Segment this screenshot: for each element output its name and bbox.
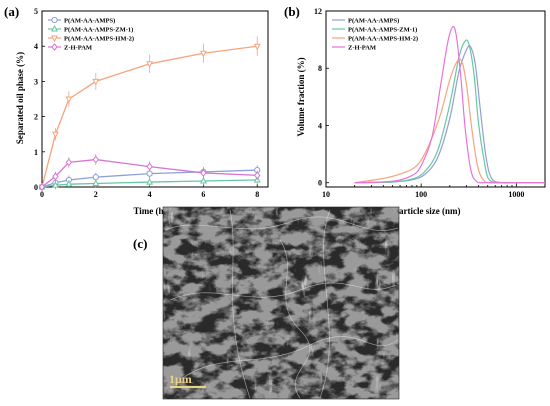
data-point — [65, 158, 73, 167]
legend-entry: Z-H-PAM — [348, 44, 376, 51]
data-point — [65, 96, 73, 104]
chart-b-plot-frame — [325, 10, 546, 188]
y-tick-label: 1 — [34, 148, 38, 157]
chart-a-series — [38, 36, 261, 192]
data-point — [92, 78, 100, 86]
y-tick-label: 4 — [318, 121, 322, 130]
chart-a-plot-frame — [41, 10, 269, 188]
sem-image — [163, 207, 399, 399]
legend-entry: P(AM-AA-AMPS-HM-2) — [348, 35, 418, 42]
data-point — [253, 43, 261, 51]
legend-entry: P(AM-AA-AMPS-ZM-1) — [348, 26, 417, 33]
sem-frame — [162, 206, 400, 400]
data-point — [253, 171, 261, 180]
series-line — [354, 58, 545, 184]
sem-panel-label: (c) — [133, 236, 147, 251]
legend-marker — [51, 16, 58, 24]
chart-b-ylabel: Volume fraction (%) — [296, 57, 306, 136]
sem-panel: (c) 1μm — [133, 206, 400, 400]
x-tick-label: 6 — [201, 190, 205, 199]
y-tick-label: 5 — [34, 7, 38, 16]
data-point — [92, 174, 99, 181]
data-point — [146, 61, 154, 68]
legend-entry: P(AM-AA-AMPS) — [64, 17, 115, 24]
data-point — [52, 172, 59, 181]
chart-a-ylabel: Separated oil phase (%) — [15, 52, 25, 144]
legend-entry: Z-H-PAM — [64, 44, 92, 51]
y-tick-label: 3 — [34, 77, 38, 86]
x-tick-label: 10 — [322, 190, 330, 199]
chart-a-panel-label: (a) — [4, 4, 19, 19]
x-tick-label: 2 — [94, 190, 98, 199]
chart-b-panel-label: (b) — [284, 4, 300, 19]
chart-a-xlabel: Time (h) — [133, 206, 166, 216]
x-tick-label: 0 — [40, 190, 44, 199]
chart-b-series — [354, 25, 545, 184]
x-tick-label: 1000 — [508, 190, 524, 199]
data-point — [92, 155, 100, 164]
y-tick-label: 4 — [34, 42, 38, 51]
data-point — [92, 179, 100, 186]
x-tick-label: 8 — [255, 190, 259, 199]
x-tick-label: 100 — [415, 190, 427, 199]
chart-a-legend: P(AM-AA-AMPS) P(AM-AA-AMPS-ZM-1) P(AM-AA-A… — [48, 16, 134, 51]
legend-entry: P(AM-AA-AMPS) — [348, 17, 399, 24]
data-point — [146, 162, 153, 171]
chart-b-axes: 10 100 1000 0 4 8 12 — [314, 7, 546, 199]
y-tick-label: 0 — [318, 179, 322, 188]
y-tick-label: 12 — [314, 7, 322, 16]
y-tick-label: 8 — [318, 64, 322, 73]
data-point — [200, 169, 207, 177]
data-point — [200, 176, 207, 184]
data-point — [52, 181, 59, 188]
data-point — [52, 131, 59, 139]
legend-entry: P(AM-AA-AMPS-ZM-1) — [64, 26, 133, 33]
data-point — [146, 177, 154, 185]
data-point — [146, 170, 153, 177]
y-tick-label: 2 — [34, 113, 38, 122]
chart-b-xlabel: Particle size (nm) — [394, 206, 461, 216]
x-tick-label: 4 — [148, 190, 152, 199]
scale-bar-label: 1μm — [169, 372, 192, 386]
series-line — [354, 44, 545, 184]
legend-marker — [51, 35, 58, 43]
series-line — [354, 39, 545, 184]
data-point — [200, 50, 207, 58]
series-line — [354, 25, 545, 184]
legend-marker — [51, 24, 58, 32]
chart-a-axes: 0 2 4 6 8 0 1 2 3 4 5 — [34, 7, 269, 199]
chart-b-legend: P(AM-AA-AMPS) P(AM-AA-AMPS-ZM-1) P(AM-AA-A… — [332, 17, 418, 51]
data-point — [65, 180, 73, 187]
data-point — [38, 183, 46, 191]
legend-entry: P(AM-AA-AMPS-HM-2) — [64, 35, 134, 42]
y-tick-label: 0 — [34, 183, 38, 192]
legend-marker — [51, 43, 58, 51]
